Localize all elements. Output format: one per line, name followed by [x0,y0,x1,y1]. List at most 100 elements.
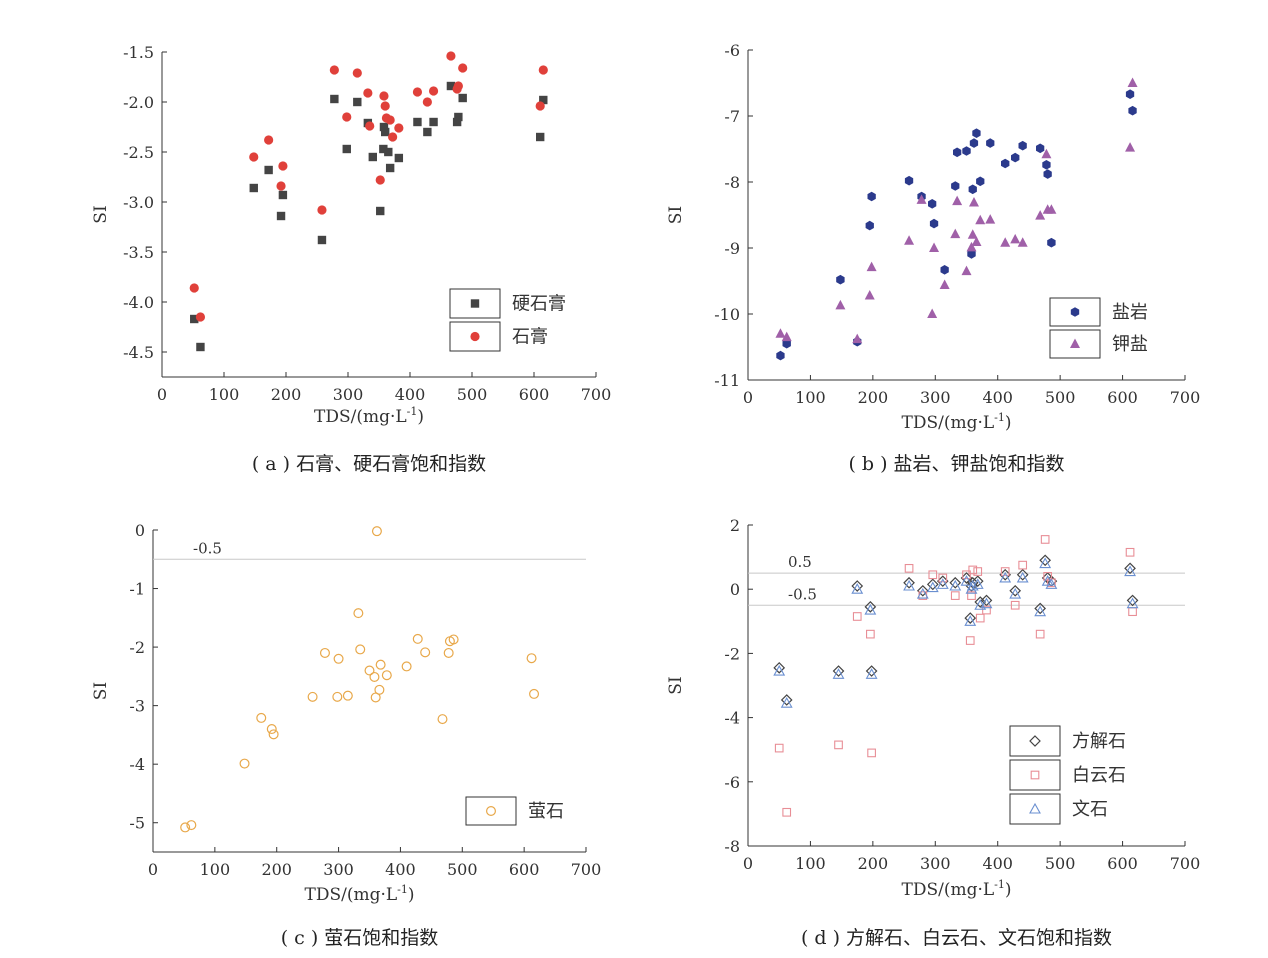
x-axis-label: TDS/(mg·L-1) [901,878,1011,900]
data-point [964,615,977,626]
data-point [1010,233,1021,244]
data-point [401,661,412,672]
data-point [371,526,382,537]
data-point [1124,562,1136,575]
data-point [412,633,423,644]
data-point [950,591,960,600]
y-axis-label: SI [666,676,686,694]
data-point [864,603,877,615]
data-point [1036,143,1045,154]
series-方解石 [773,554,1139,706]
data-point [379,122,389,132]
data-point [429,117,438,127]
y-tick-label: -3 [129,697,145,716]
x-tick-label: 300 [333,385,364,404]
data-point [1126,597,1139,609]
y-tick-label: -2.0 [123,93,154,112]
data-point [264,165,273,175]
data-point [365,121,375,131]
x-tick-label: 500 [1045,854,1076,873]
x-tick-label: 200 [271,385,302,404]
data-point [526,653,537,664]
data-point [781,331,792,342]
data-point [904,235,915,245]
data-point [966,241,977,252]
data-point [423,127,432,137]
panel-b: 0 100 200 300 400 500 600 700 -6 -7 -8 -9 -10 -11 SI TD… [666,41,1200,475]
legend-label: 钾盐 [1112,334,1148,355]
y-tick-label: -1.5 [123,43,154,62]
x-tick-label: 700 [1170,388,1201,407]
y-tick-label: -2.5 [123,143,154,162]
x-tick-label: 400 [395,385,426,404]
data-point [1017,237,1028,247]
data-point [239,758,250,769]
x-tick-label: 500 [447,860,478,879]
data-point [960,575,973,586]
data-point [186,820,197,831]
data-point [413,117,422,127]
panel-caption: ( b ) 盐岩、钾盐饱和指数 [848,453,1064,475]
series-石膏 [189,51,548,322]
legend-label: 石膏 [512,326,548,348]
data-point [929,218,939,229]
y-axis-label: SI [91,205,111,223]
y-tick-label: 2 [730,516,740,535]
data-point [967,229,978,239]
data-point [342,112,352,122]
data-point [1018,140,1027,151]
data-point [1009,587,1022,599]
x-tick-label: 600 [1107,854,1138,873]
x-tick-label: 400 [982,388,1013,407]
data-point [249,183,258,193]
data-point [1127,77,1138,87]
data-point [985,214,996,224]
data-point [381,127,390,137]
legend-marker [1030,770,1040,780]
data-point [458,63,468,73]
data-point [428,86,439,96]
data-point [974,596,987,608]
data-point [249,152,259,162]
data-point [976,176,985,187]
data-point [864,601,877,613]
data-point [412,87,423,97]
data-point [967,591,976,600]
data-point [384,147,393,157]
y-tick-label: -1 [129,580,145,599]
x-tick-label: 100 [795,854,826,873]
x-tick-label: 100 [200,860,231,879]
y-tick-label: -5 [129,814,145,833]
legend-marker [470,331,480,342]
data-point [538,65,548,75]
y-tick-label: -3.0 [123,193,154,212]
data-point [971,236,982,247]
y-axis-label: SI [666,206,686,224]
data-point [903,576,915,589]
data-point [180,822,191,833]
x-tick-label: 300 [323,860,354,879]
y-tick-label: -6 [724,41,740,60]
y-tick-label: -4.5 [123,343,154,362]
x-axis-label: TDS/(mg·L-1) [314,405,424,427]
data-point [775,328,786,338]
data-point [353,608,364,619]
data-point [420,647,431,658]
data-point [195,312,206,322]
data-point [939,279,950,289]
data-point [317,205,327,215]
data-point [437,714,448,725]
data-point [972,128,981,138]
data-point [782,338,791,349]
data-point [1040,535,1050,544]
panel-c: 0 100 200 300 400 500 600 700 0 -1 -2 -3 -4 -5 -0.5 SI T… [91,521,601,949]
data-point [903,579,916,591]
data-point [968,196,979,207]
data-point [1043,169,1052,179]
panel-d: 0 100 200 300 400 500 600 700 2 0 -2 -4 -6 -8 0.5 -0.5 S… [666,516,1200,949]
data-point [332,691,343,702]
legend-label: 方解石 [1072,731,1126,752]
x-axis-label: TDS/(mg·L-1) [901,411,1011,433]
data-point [951,181,960,191]
data-point [927,308,938,318]
